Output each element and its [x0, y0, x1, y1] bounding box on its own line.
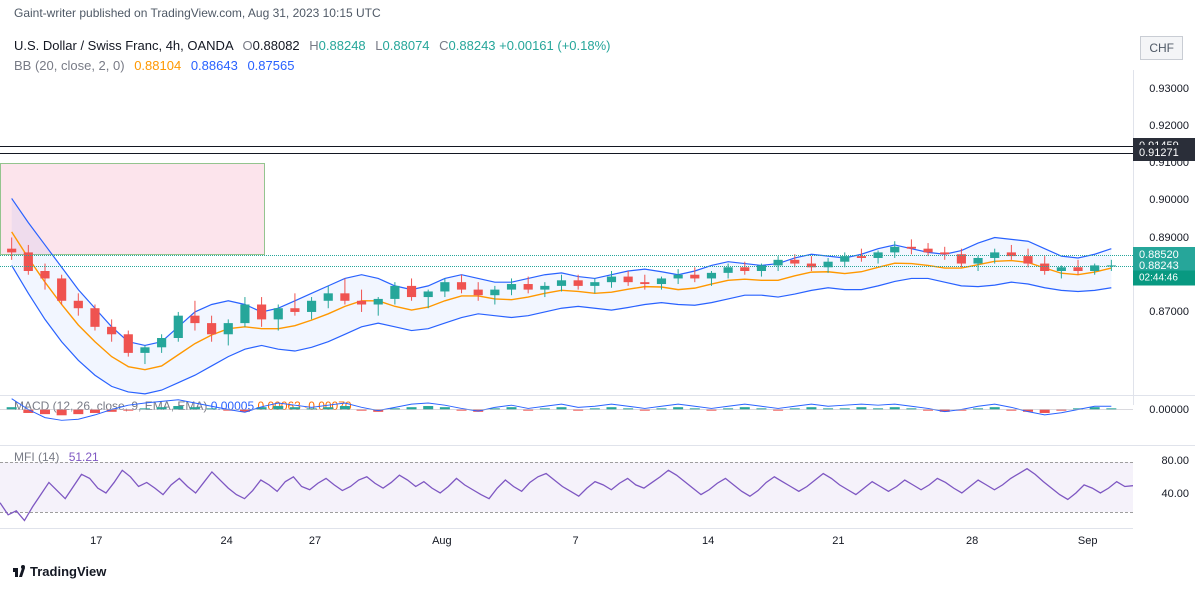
change-pct: (+0.18%) — [557, 38, 610, 53]
time-axis[interactable]: 17 24 27 Aug 7 14 21 28 Sep — [0, 528, 1133, 552]
macd-axis-label: 0.00000 — [1149, 404, 1189, 416]
symbol-text: U.S. Dollar / Swiss Franc, 4h, OANDA — [14, 38, 233, 53]
main-chart-svg — [0, 70, 1133, 405]
macd-body — [0, 396, 1133, 423]
x-tick: Sep — [1078, 535, 1098, 547]
high-label: H — [309, 38, 318, 53]
currency-badge: CHF — [1140, 36, 1183, 60]
tradingview-logo: TradingView — [12, 564, 106, 579]
x-tick: 24 — [220, 535, 232, 547]
y-tick: 0.89000 — [1149, 232, 1189, 244]
publish-line: Gaint-writer published on TradingView.co… — [14, 6, 381, 20]
macd-panel[interactable]: MACD (12, 26, close, 9, EMA, EMA) 0.0000… — [0, 395, 1195, 423]
x-tick: 21 — [832, 535, 844, 547]
open-label: O — [243, 38, 253, 53]
tv-logo-text: TradingView — [30, 564, 106, 579]
y-tick: 0.92000 — [1149, 120, 1189, 132]
price-flag: 0.91271 — [1133, 145, 1195, 161]
x-tick: 28 — [966, 535, 978, 547]
close-value: 0.88243 — [449, 38, 496, 53]
x-tick: 17 — [90, 535, 102, 547]
mfi-tick: 40.00 — [1161, 488, 1189, 500]
y-tick: 0.90000 — [1149, 194, 1189, 206]
x-tick: 14 — [702, 535, 714, 547]
mfi-tick: 80.00 — [1161, 455, 1189, 467]
high-value: 0.88248 — [319, 38, 366, 53]
x-tick: Aug — [432, 535, 452, 547]
mfi-svg — [0, 446, 1133, 527]
close-label: C — [439, 38, 448, 53]
dotted-line — [0, 266, 1133, 267]
tv-icon — [12, 564, 26, 578]
y-tick: 0.93000 — [1149, 83, 1189, 95]
mfi-panel[interactable]: MFI (14) 51.21 — [0, 445, 1195, 527]
price-axis[interactable]: 0.930000.920000.910000.900000.890000.870… — [1133, 70, 1195, 405]
open-value: 0.88082 — [253, 38, 300, 53]
x-tick: 7 — [573, 535, 579, 547]
main-chart[interactable]: 0.930000.920000.910000.900000.890000.870… — [0, 70, 1195, 405]
mfi-body — [0, 446, 1133, 527]
dotted-line — [0, 255, 1133, 256]
x-tick: 27 — [309, 535, 321, 547]
change-abs: +0.00161 — [499, 38, 554, 53]
price-flag: 02:44:46 — [1133, 271, 1195, 286]
low-label: L — [375, 38, 382, 53]
low-value: 0.88074 — [383, 38, 430, 53]
chart-area[interactable] — [0, 70, 1133, 405]
y-tick: 0.87000 — [1149, 306, 1189, 318]
